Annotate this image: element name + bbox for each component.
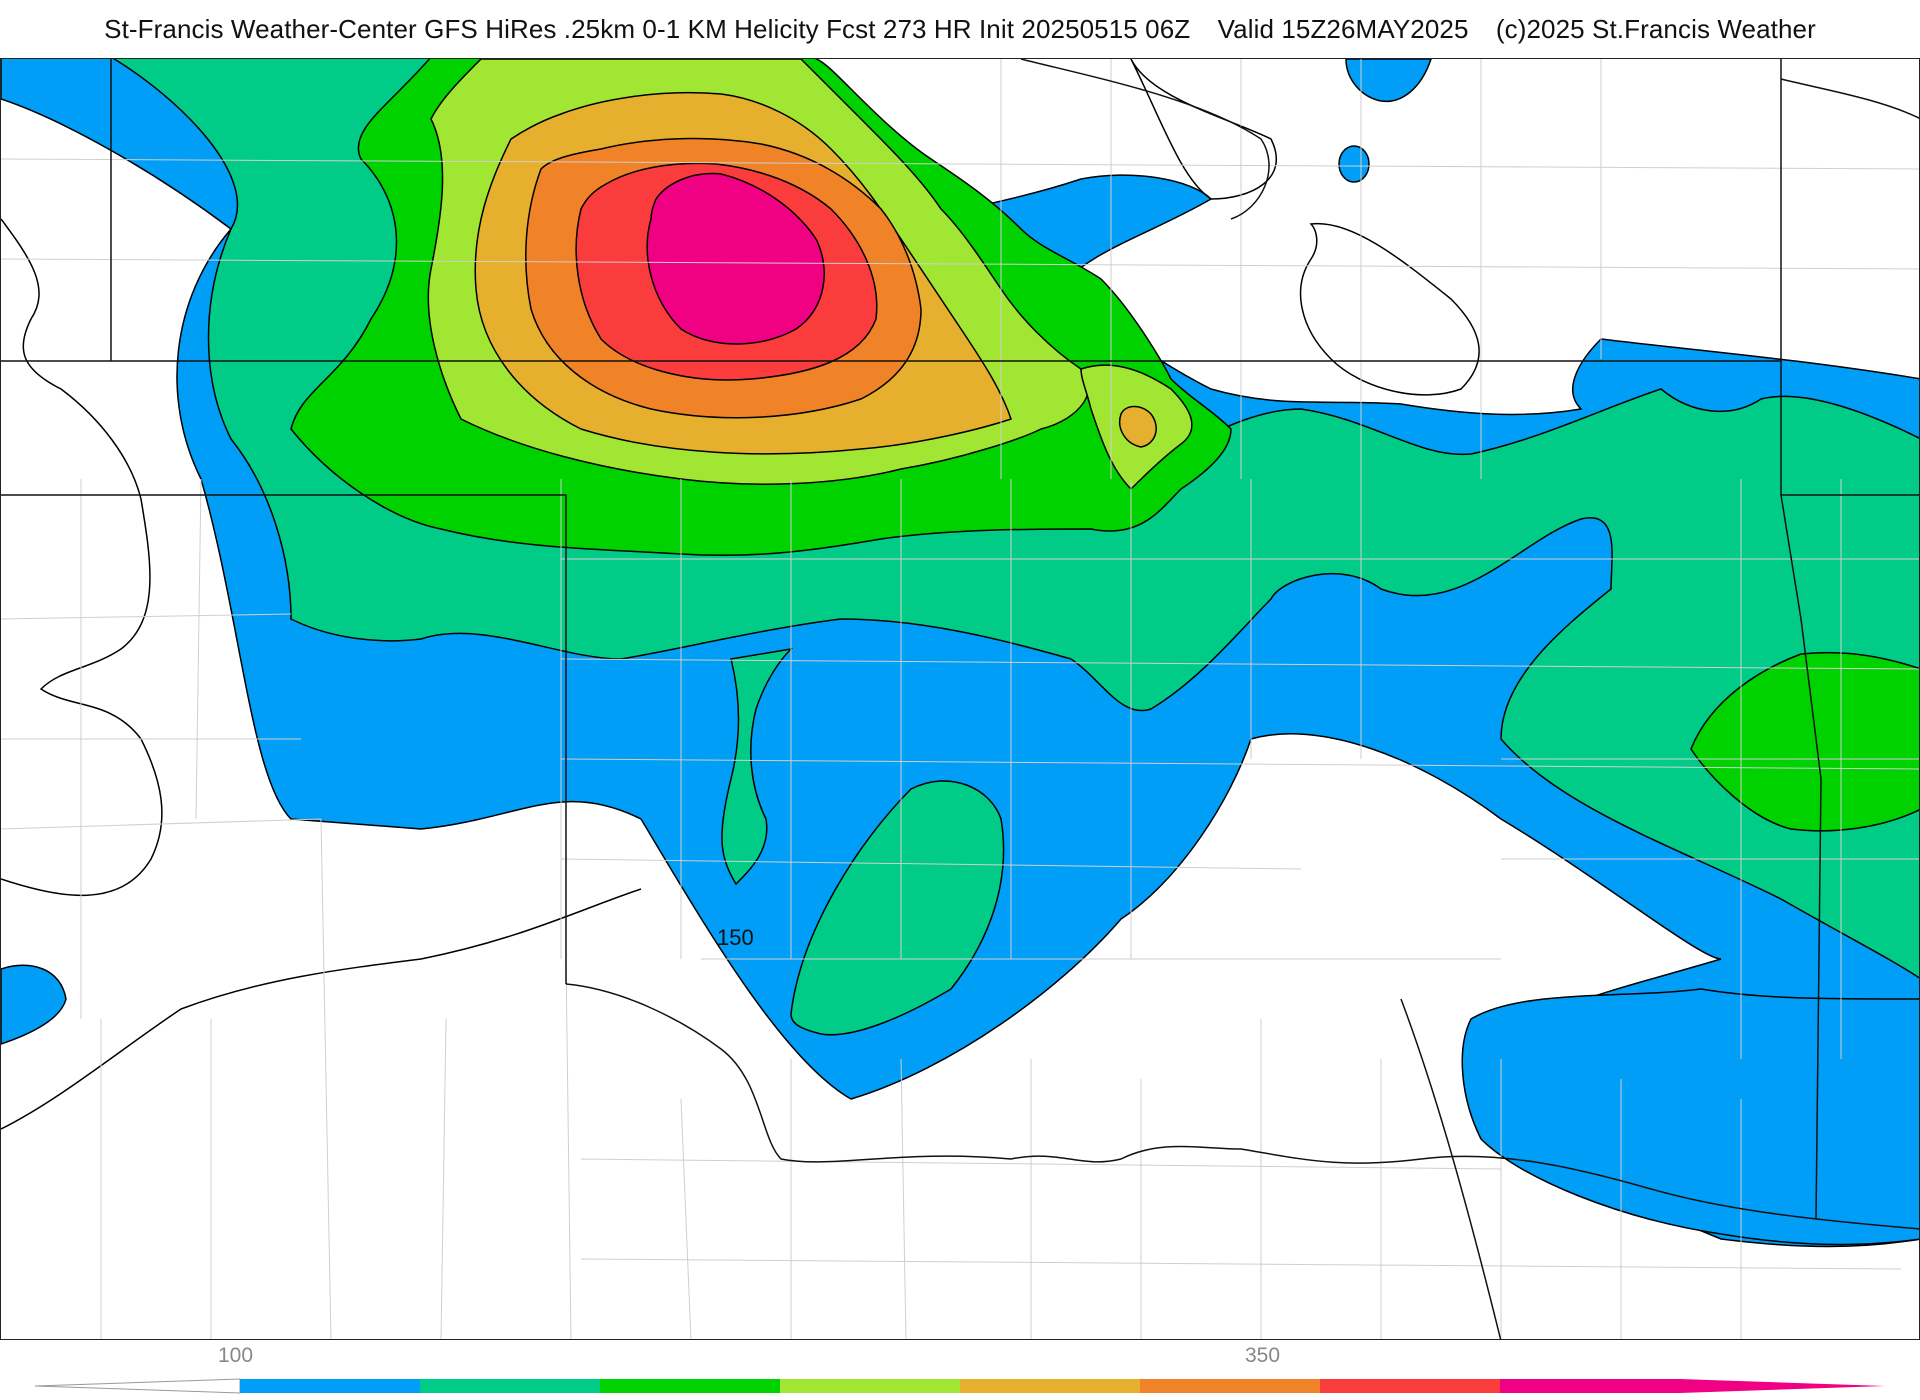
legend-swatch bbox=[1320, 1379, 1501, 1393]
legend-swatch bbox=[420, 1379, 601, 1393]
field-level-1-east bbox=[1461, 988, 1919, 1246]
legend-swatch bbox=[1500, 1379, 1681, 1393]
legend-arrow-low bbox=[34, 1378, 241, 1394]
legend-swatch bbox=[960, 1379, 1141, 1393]
state-borders bbox=[1, 59, 1919, 1339]
field-level-1-west bbox=[1, 964, 67, 1045]
legend-swatch bbox=[240, 1379, 421, 1393]
legend-swatch bbox=[600, 1379, 781, 1393]
field-level-3-east bbox=[1690, 651, 1919, 832]
legend-tick-100: 100 bbox=[218, 1344, 254, 1367]
title-source: St-Francis Weather-Center GFS HiRes .25k… bbox=[104, 14, 1191, 44]
helicity-map: 150 bbox=[0, 58, 1920, 1340]
field-level-2-south bbox=[790, 780, 1005, 1036]
field-level-5-east bbox=[1119, 405, 1157, 448]
map-title: St-Francis Weather-Center GFS HiRes .25k… bbox=[0, 14, 1920, 45]
legend-swatch bbox=[1140, 1379, 1321, 1393]
legend-swatches bbox=[240, 1379, 1681, 1393]
field-level-1-spot bbox=[1338, 145, 1370, 183]
field-level-1-north bbox=[1345, 59, 1432, 103]
contour-line bbox=[1299, 222, 1480, 396]
map-canvas bbox=[1, 59, 1919, 1339]
legend-arrow-high bbox=[1680, 1379, 1885, 1393]
title-valid: Valid 15Z26MAY2025 bbox=[1217, 14, 1469, 44]
color-legend bbox=[34, 1378, 1885, 1394]
county-lines bbox=[1, 59, 1919, 1339]
field-level-2-finger bbox=[721, 647, 794, 886]
contour-label-150: 150 bbox=[717, 925, 754, 950]
legend-swatch bbox=[780, 1379, 961, 1393]
contour-line bbox=[1, 218, 163, 897]
legend-tick-350: 350 bbox=[1245, 1344, 1281, 1367]
field-level-8 bbox=[646, 172, 825, 345]
contour-line bbox=[1, 888, 642, 1130]
title-copyright: (c)2025 St.Francis Weather bbox=[1495, 14, 1816, 44]
